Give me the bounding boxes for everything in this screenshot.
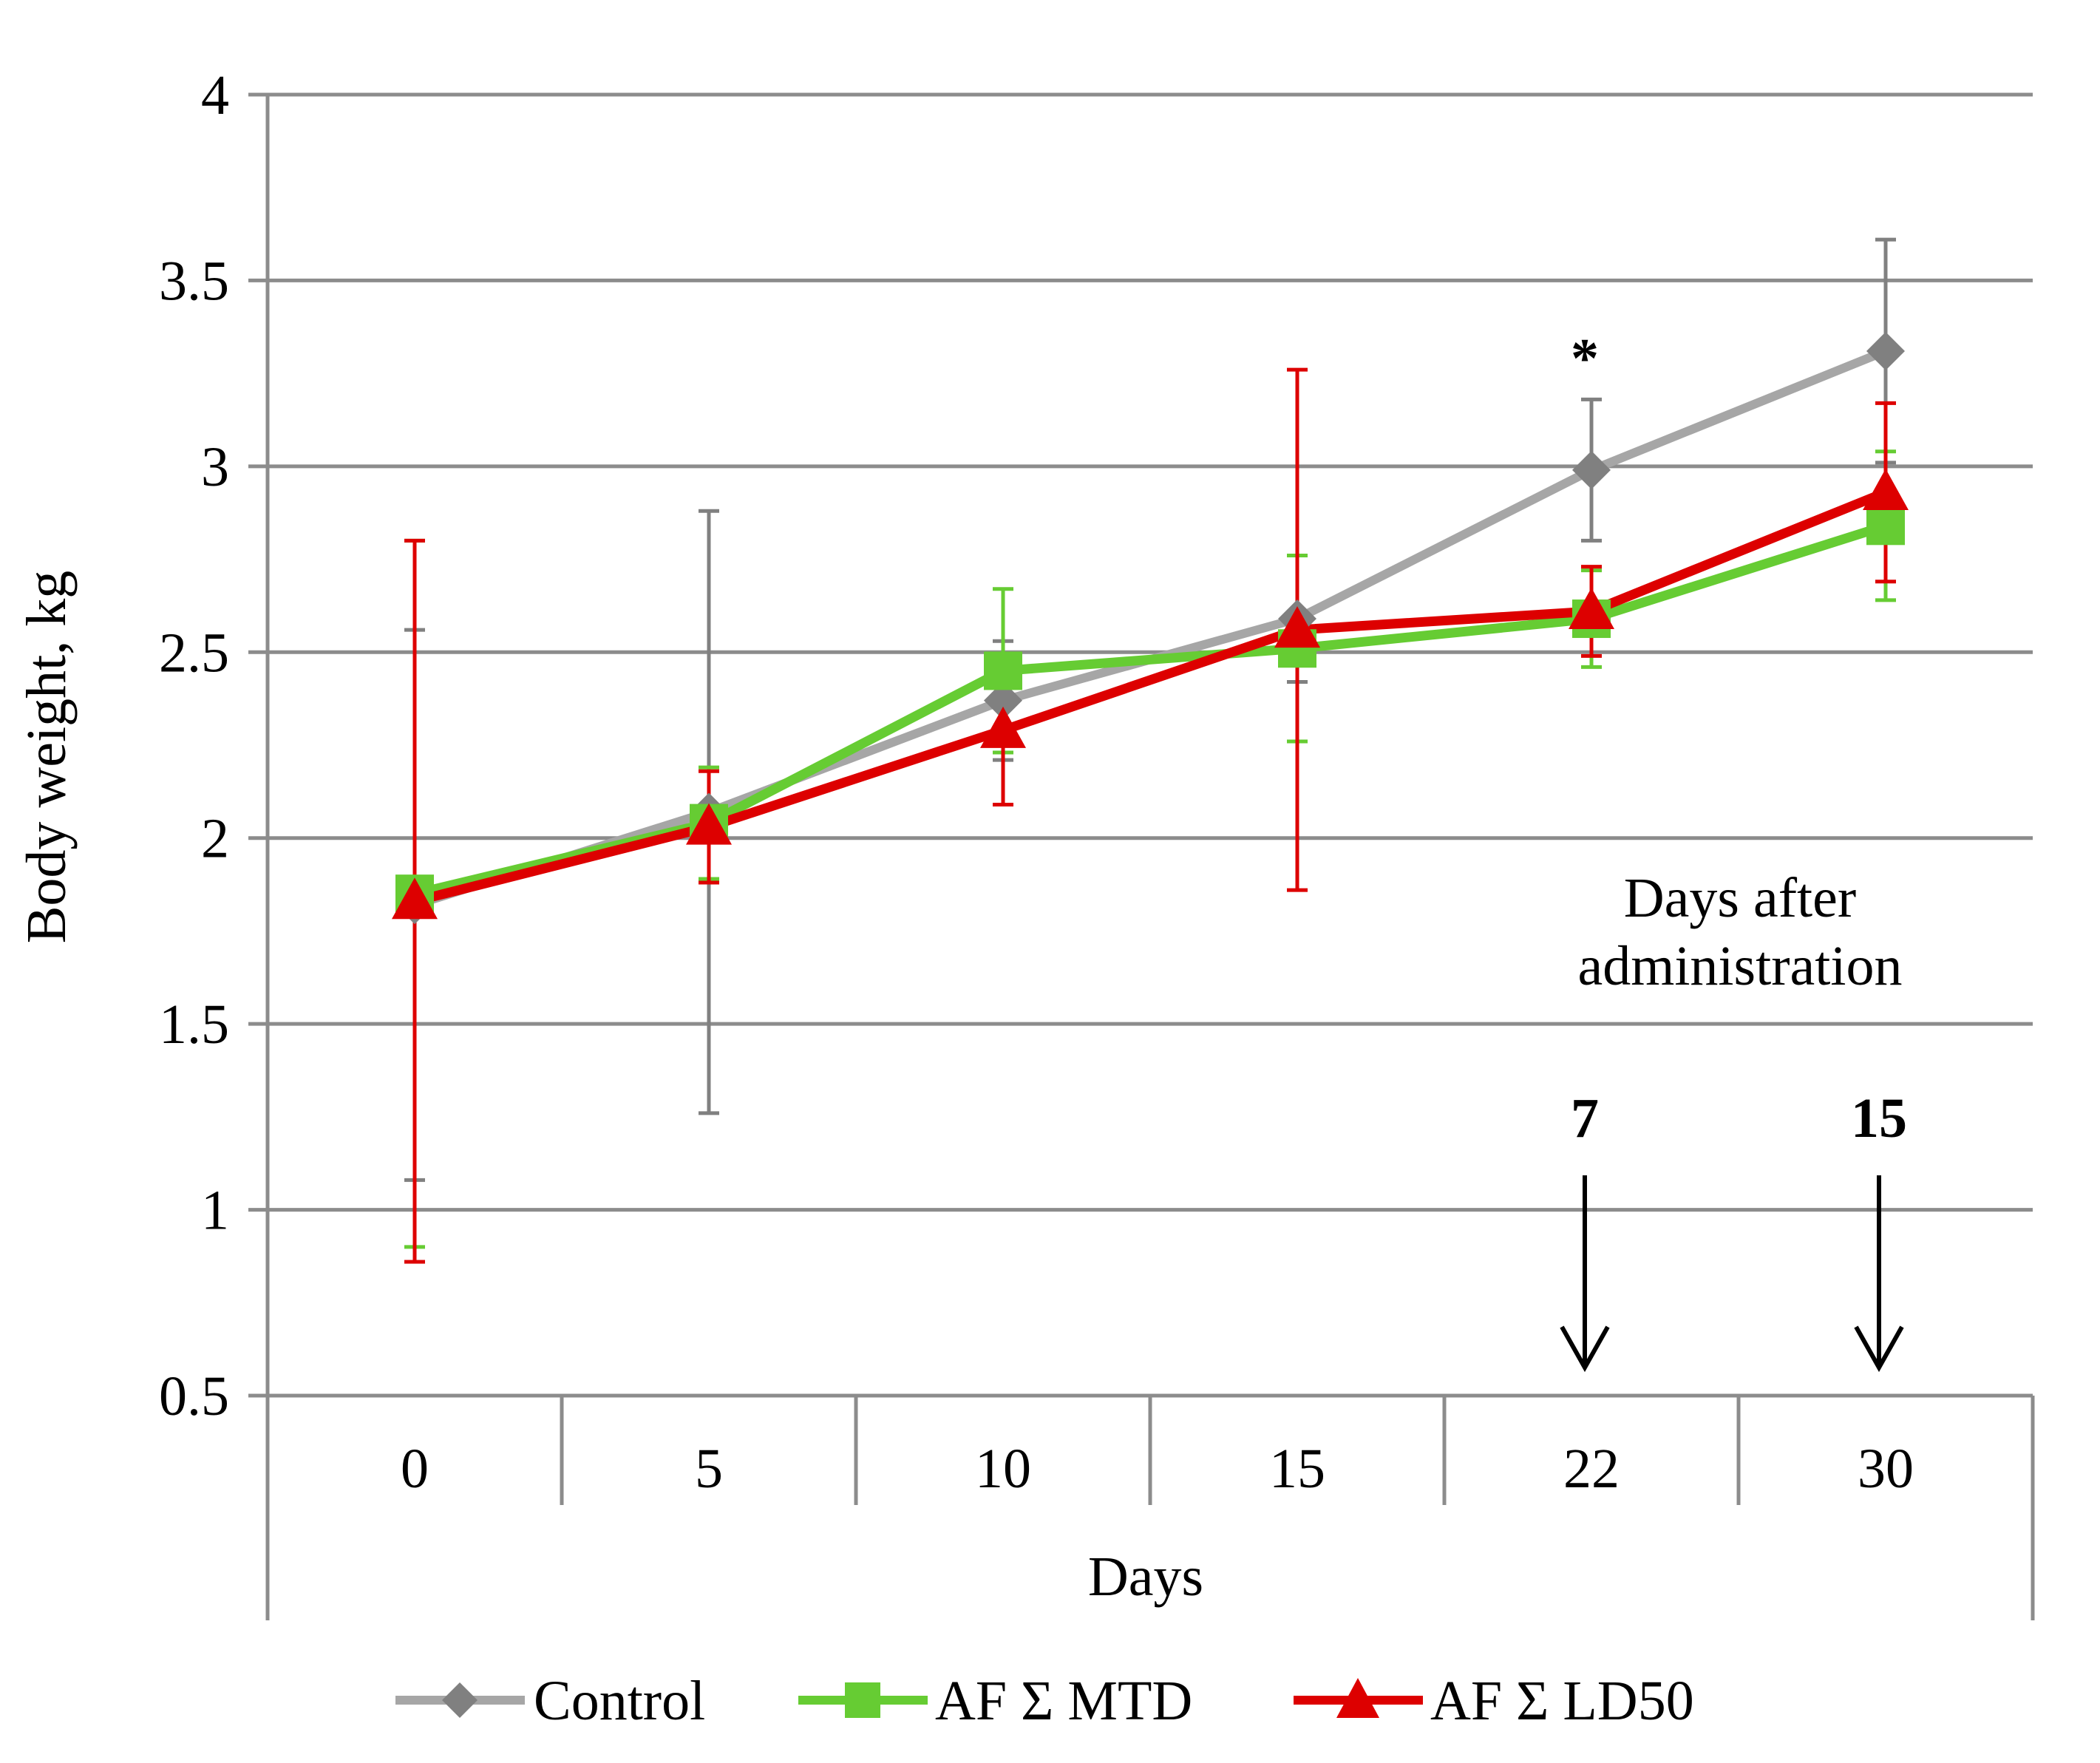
y-tick-label: 0.5	[159, 1365, 229, 1427]
y-tick-label: 3.5	[159, 250, 229, 312]
data-point	[1572, 450, 1611, 489]
y-tick-label: 4	[201, 64, 229, 126]
admin-day-15-label: 15	[1851, 1087, 1907, 1149]
y-tick-label: 2	[201, 808, 229, 870]
x-tick-label: 30	[1858, 1438, 1914, 1500]
grid-lines	[248, 92, 2033, 1398]
x-tick-label: 5	[695, 1438, 723, 1500]
series-line	[410, 487, 1891, 906]
legend-item-control: Control	[395, 1670, 705, 1732]
legend-label-control: Control	[534, 1670, 705, 1732]
legend-item-af-ld50: AF Σ LD50	[1294, 1670, 1694, 1732]
series-line	[410, 346, 1890, 910]
error-bars	[404, 237, 1896, 1264]
axes	[265, 95, 2035, 1620]
x-tick-label: 10	[975, 1438, 1031, 1500]
data-point	[1274, 606, 1320, 648]
x-axis-title: Days	[1088, 1546, 1203, 1608]
data-point	[1863, 469, 1909, 511]
admin-label-line2: administration	[1577, 935, 1902, 997]
arrow-down-icon	[1560, 1175, 1610, 1373]
admin-label-line1: Days after	[1624, 867, 1856, 929]
legend-label-af-mtd: AF Σ MTD	[935, 1670, 1192, 1732]
y-tick-label: 1.5	[159, 993, 229, 1056]
data-point	[686, 803, 732, 845]
legend-label-af-ld50: AF Σ LD50	[1430, 1670, 1694, 1732]
significance-mark: *	[1571, 327, 1599, 390]
data-point	[1866, 506, 1905, 546]
legend: Control AF Σ MTD AF Σ LD50	[395, 1670, 1694, 1732]
x-tick-label: 0	[401, 1438, 429, 1500]
x-tick-label: 22	[1563, 1438, 1620, 1500]
x-tick-label: 15	[1269, 1438, 1325, 1500]
series-markers	[392, 331, 1909, 925]
y-axis-title: Body weight, kg	[16, 571, 78, 944]
y-tick-label: 1	[201, 1180, 229, 1242]
data-point	[1569, 587, 1614, 629]
y-tick-label: 2.5	[159, 622, 229, 684]
data-point	[392, 877, 438, 920]
data-point	[980, 706, 1026, 748]
series-lines	[410, 346, 1891, 910]
y-tick-labels: 0.5 1 1.5 2 2.5 3 3.5 4	[159, 64, 229, 1427]
admin-day-7-label: 7	[1571, 1087, 1599, 1149]
data-point	[984, 651, 1022, 690]
x-tick-labels: 0 5 10 15 22 30	[401, 1438, 1914, 1500]
legend-item-af-mtd: AF Σ MTD	[798, 1670, 1192, 1732]
data-point	[1866, 331, 1905, 370]
data-point	[984, 681, 1022, 720]
y-tick-label: 3	[201, 436, 229, 498]
arrow-down-icon	[1854, 1175, 1904, 1373]
